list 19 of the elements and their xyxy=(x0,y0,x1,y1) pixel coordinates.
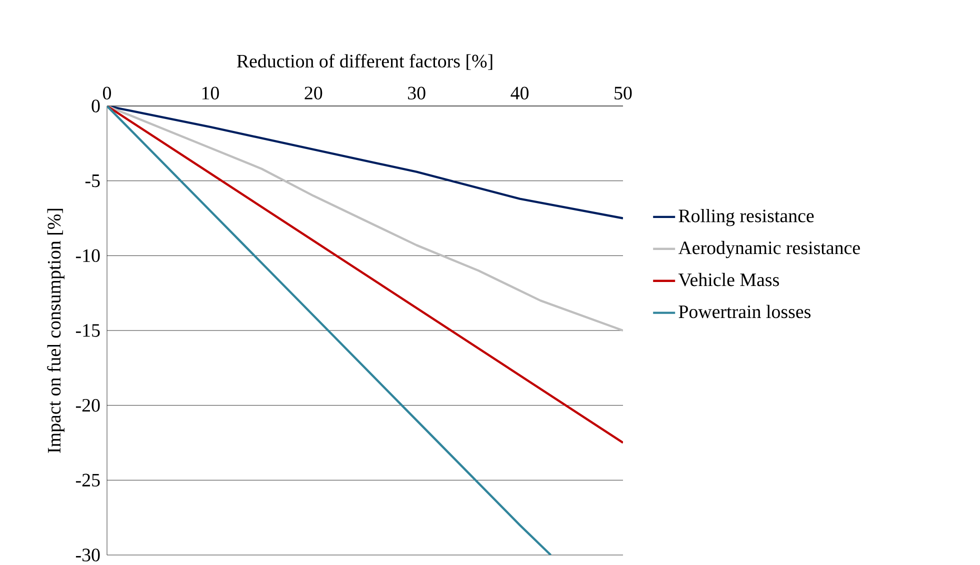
x-tick-label: 10 xyxy=(202,86,219,100)
x-tick-label: 50 xyxy=(614,86,632,100)
y-tick-label: -30 xyxy=(76,548,100,562)
y-tick-label: -15 xyxy=(76,324,100,337)
legend-label: Aerodynamic resistance xyxy=(678,240,860,258)
legend-label: Powertrain losses xyxy=(678,304,811,318)
x-tick-label: 30 xyxy=(408,86,426,100)
y-axis-title: Impact on fuel consumption [%] xyxy=(47,208,64,453)
x-tick-label: 0 xyxy=(102,86,112,100)
y-tick-label: -5 xyxy=(85,174,100,188)
legend-label: Rolling resistance xyxy=(678,208,814,226)
y-tick-label: -25 xyxy=(76,474,100,487)
x-axis-title: Reduction of different factors [%] xyxy=(236,54,492,70)
legend-label: Vehicle Mass xyxy=(678,272,779,286)
y-tick-label: 0 xyxy=(92,100,100,112)
x-tick-label: 40 xyxy=(510,86,529,100)
x-tick-label: 20 xyxy=(304,86,322,100)
y-tick-label: -10 xyxy=(76,249,100,262)
y-tick-label: -20 xyxy=(76,398,100,412)
